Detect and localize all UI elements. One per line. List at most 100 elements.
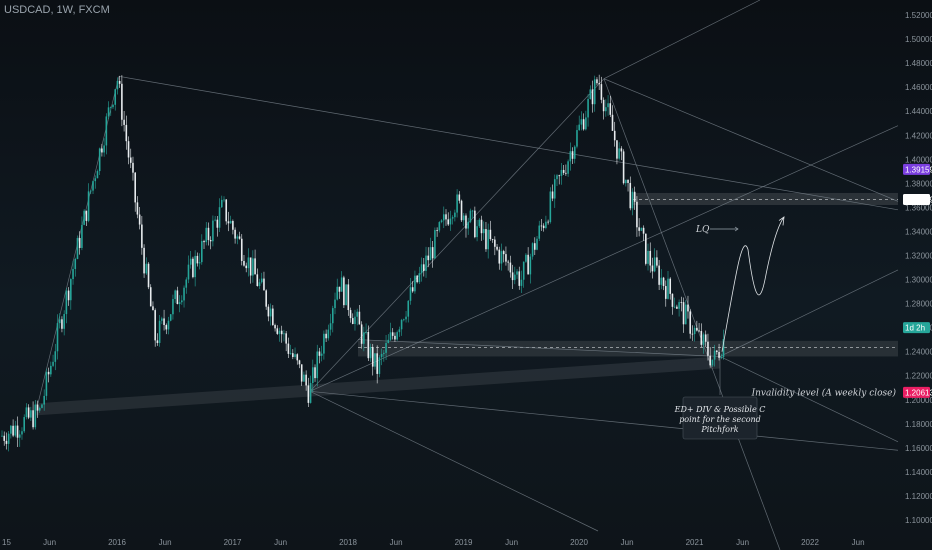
candle-body [320,353,323,356]
candle [52,354,54,368]
candle-body [292,353,294,357]
candle-body [709,355,711,366]
candle [467,217,469,235]
candle-body [423,264,425,271]
candle [702,332,705,354]
candle [347,278,350,316]
candle-body [323,333,325,354]
candle-body [609,103,612,115]
pitchfork-1-upper [118,75,899,211]
x-tick-label: 2020 [570,538,588,547]
candle [1,430,3,437]
candle [178,295,181,313]
candle [194,250,196,287]
candle [438,221,441,233]
candle-body [87,191,90,221]
candle [456,189,458,218]
candle-body [476,226,478,238]
candle [502,249,505,263]
candle-body [336,286,339,300]
candle [76,235,79,260]
candle-body [456,194,458,213]
candle [23,414,25,433]
price-tag-label: 1.20613 [905,388,932,397]
candle [303,371,305,382]
candle [158,315,161,347]
note-box [682,396,758,440]
candle [391,328,394,340]
candle-body [243,260,245,266]
candle [620,146,623,161]
candle-body [520,279,523,286]
candle [203,239,205,249]
candle-body [67,290,70,301]
candle-body [194,255,196,278]
candle-body [260,278,263,283]
note-line: point for the second [679,415,761,424]
candle-body [369,346,372,359]
candle [174,289,176,303]
candle [201,234,203,265]
candle [378,355,381,378]
x-tick-label: Jun [390,538,403,547]
pitchfork-2-lower [309,391,599,532]
candle [593,75,596,112]
candle [327,324,330,341]
candle-body [718,351,720,358]
connector-line [357,339,721,357]
y-tick-label: 1.24000 [905,348,932,357]
candle-body [580,119,583,125]
price-tag [903,193,930,205]
candle [491,238,494,243]
candle [642,225,645,241]
candle [551,184,554,202]
y-tick-label: 1.48000 [905,59,932,68]
candle [545,215,547,230]
candle [394,332,396,342]
candle-body [263,278,265,291]
candle [698,323,700,333]
candle-body [631,191,634,209]
candle [314,364,316,382]
candle-body [134,172,136,203]
candle-body [76,238,79,259]
candle [123,111,125,132]
candle-body [141,224,143,248]
candle [445,209,447,226]
candle-body [267,306,270,317]
candle-body [625,179,627,184]
candle [707,333,709,361]
candle-body [294,354,296,357]
candle-body [611,114,614,131]
candle-body [212,220,214,242]
candle [531,242,534,260]
candle [116,77,119,95]
candle [220,195,223,209]
candle [496,243,498,252]
candle-body [691,333,694,335]
candle [420,257,423,282]
candle [30,406,32,421]
candle [223,196,225,203]
candle-body [647,250,649,264]
pitchfork-1-lower [309,390,899,451]
candle [507,259,509,271]
candle-body [673,306,676,308]
candle [25,403,28,420]
candle [54,343,57,371]
candle-body [340,277,343,292]
candle [658,259,660,291]
candle [487,223,489,259]
candle-body [700,331,703,345]
candle-body [145,263,148,274]
candle-body [78,238,81,248]
candle-body [72,268,74,280]
candle-body [636,201,638,228]
candle-body [10,425,12,434]
candle [63,310,65,336]
candle [252,250,254,283]
candle [549,187,552,224]
candle [349,307,352,323]
candle [234,227,236,244]
